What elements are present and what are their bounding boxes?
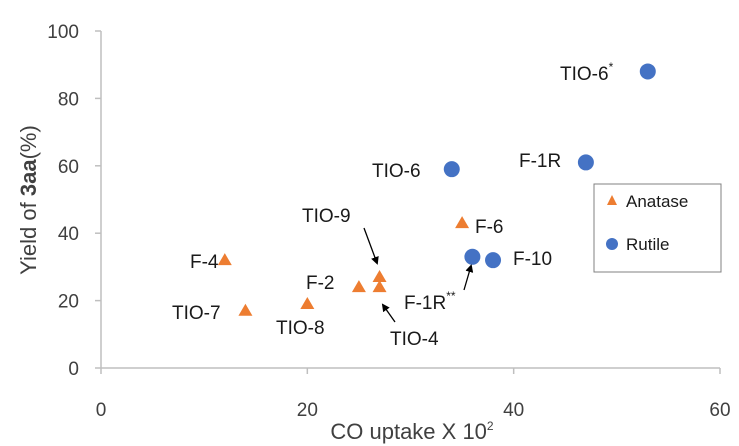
x-tick-label: 20 bbox=[297, 400, 318, 421]
anatase-point bbox=[455, 216, 470, 229]
y-tick-label: 100 bbox=[47, 22, 79, 43]
y-axis-title: Yield of 3aa(%) bbox=[16, 125, 41, 275]
point-label: TIO-9 bbox=[302, 206, 351, 227]
legend-box bbox=[593, 183, 722, 273]
rutile-point bbox=[577, 154, 594, 171]
point-label: F-4 bbox=[190, 252, 219, 273]
y-tick-label: 0 bbox=[68, 359, 79, 380]
y-tick-label: 80 bbox=[58, 89, 79, 110]
x-tick-label: 40 bbox=[503, 400, 524, 421]
anatase-point bbox=[300, 296, 315, 309]
anatase-point bbox=[372, 270, 387, 283]
legend-rutile-marker bbox=[606, 238, 618, 250]
rutile-point bbox=[464, 248, 481, 265]
point-label: F-6 bbox=[475, 217, 504, 238]
data-points bbox=[217, 63, 656, 316]
legend-anatase-marker bbox=[607, 195, 617, 205]
legend: Anatase Rutile bbox=[593, 183, 722, 273]
point-label: TIO-4 bbox=[390, 329, 439, 350]
y-tick-label: 20 bbox=[58, 292, 79, 313]
anatase-point bbox=[351, 280, 366, 293]
y-tick-label: 40 bbox=[58, 224, 79, 245]
anatase-point bbox=[238, 303, 253, 316]
x-axis-title: CO uptake X 102 bbox=[330, 419, 494, 444]
legend-rutile-label: Rutile bbox=[626, 235, 669, 254]
point-label: TIO-7 bbox=[172, 303, 221, 324]
anatase-point bbox=[372, 280, 387, 293]
point-label: F-1R** bbox=[404, 289, 456, 314]
point-labels: F-4 TIO-7 TIO-8 F-2 TIO-9 TIO-4 F-6 F-1R** F-10 T… bbox=[172, 60, 614, 350]
leader-arrow bbox=[463, 264, 474, 291]
point-label: TIO-6* bbox=[560, 60, 614, 85]
leader-arrow bbox=[381, 303, 396, 323]
point-label: TIO-6 bbox=[372, 161, 421, 182]
point-label: F-2 bbox=[306, 273, 335, 294]
point-label: F-10 bbox=[513, 249, 552, 270]
leader-arrow bbox=[363, 227, 379, 265]
legend-anatase-label: Anatase bbox=[626, 192, 688, 211]
y-tick-label: 60 bbox=[58, 157, 79, 178]
anatase-point bbox=[217, 253, 232, 266]
axes: 0 20 40 60 80 100 0 20 40 60 bbox=[47, 22, 730, 421]
x-tick-label: 0 bbox=[96, 400, 107, 421]
rutile-point bbox=[443, 161, 460, 178]
point-label: F-1R bbox=[519, 151, 561, 172]
x-tick-label: 60 bbox=[709, 400, 730, 421]
rutile-point bbox=[485, 252, 502, 269]
point-label: TIO-8 bbox=[276, 318, 325, 339]
rutile-point bbox=[639, 63, 656, 80]
